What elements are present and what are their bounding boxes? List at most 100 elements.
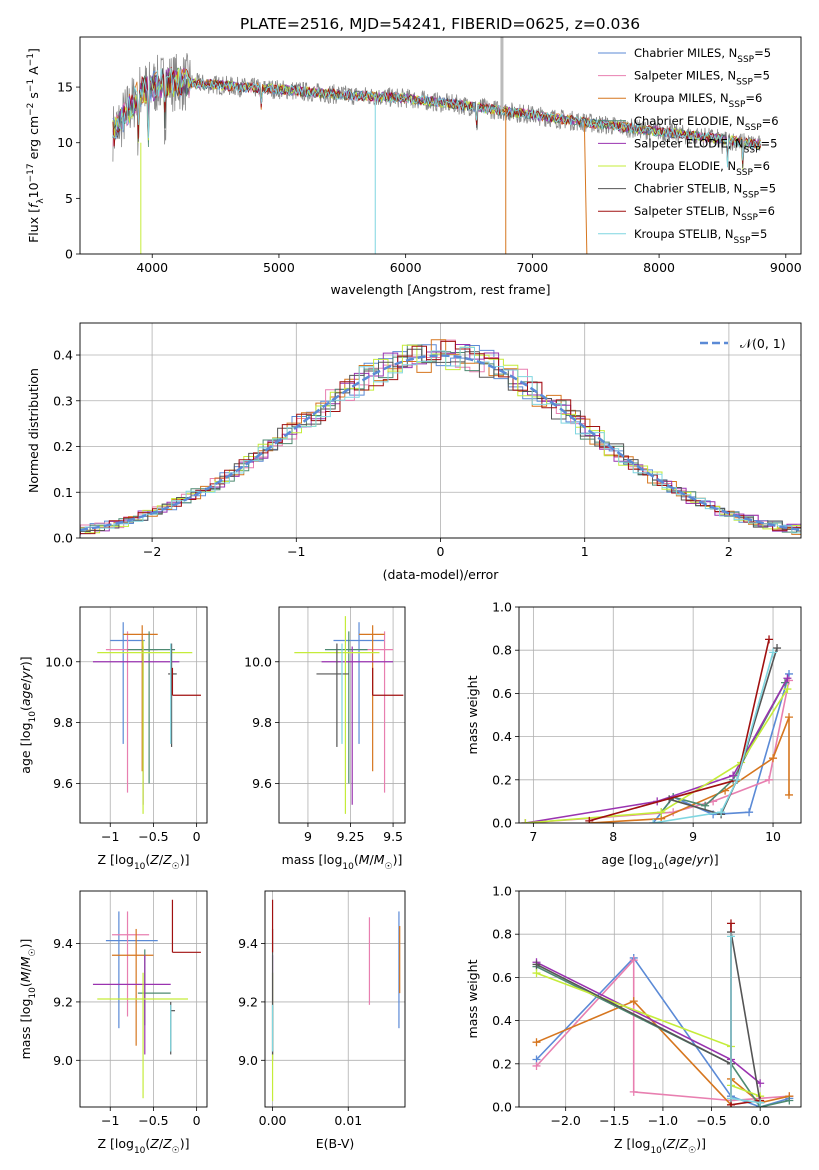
chart-mass_vs_Z: −1 −0.5 0 9.0 9.2 9.4 Z [log10(Z/Z☉)] mass [log… (18, 890, 208, 1156)
weight-marker (785, 713, 794, 722)
plot-area (92, 899, 201, 1099)
y-tick-label: 9.6 (252, 776, 272, 791)
y-axis-label: mass [log10(M/M☉)] (18, 939, 38, 1060)
axes-decorations: 7 8 9 10 0.0 0.2 0.4 0.6 0.8 1.0 age [log10(age/yr… (465, 600, 802, 872)
y-tick-label: 0.0 (53, 531, 73, 546)
normal-curve (80, 354, 801, 532)
y-tick-label: 0.4 (53, 348, 73, 363)
y-tick-label: 0.2 (492, 772, 512, 787)
x-tick-label: 2 (725, 544, 733, 559)
y-tick-label: 0.8 (492, 927, 512, 942)
legend-entry: Chabrier STELIB, NSSP=5 (634, 182, 776, 201)
weight-marker (629, 1087, 638, 1096)
y-tick-label: 9.4 (238, 936, 258, 951)
x-tick-label: −2 (143, 544, 161, 559)
weight-marker (701, 801, 710, 810)
axes-decorations: −2 −1 0 1 2 0.0 0.1 0.2 0.3 0.4 (data-model)/error… (26, 322, 802, 582)
x-axis-label: Z [log10(Z/Z☉)] (97, 852, 189, 872)
x-tick-label: −2.0 (550, 1113, 580, 1128)
y-tick-label: 9.0 (53, 1053, 73, 1068)
y-tick-label: 0.0 (492, 1100, 512, 1115)
plot-area (112, 37, 761, 254)
x-tick-label: 9000 (770, 260, 802, 275)
axes-frame (79, 322, 802, 539)
weight-marker (521, 819, 530, 823)
y-axis-label: mass weight (465, 675, 480, 754)
weight-marker (756, 1098, 765, 1107)
x-tick-label: −0.5 (696, 1113, 726, 1128)
chart-mass_weight_vs_Z: −2.0 −1.5 −1.0 −0.5 0.0 0.0 0.2 0.4 0.6 0.8 1.0 Z [… (465, 884, 802, 1156)
histogram-chabrier_stelib (80, 348, 801, 532)
plot-area (521, 635, 794, 823)
weight-marker (532, 960, 541, 969)
y-tick-label: 0.2 (492, 1056, 512, 1071)
y-tick-label: 10.0 (45, 654, 73, 669)
plot-area (92, 622, 201, 814)
y-tick-label: 10 (57, 135, 73, 150)
model-line-kroupa_stelib (112, 67, 761, 168)
weight-marker (769, 754, 778, 763)
weight-marker (649, 819, 658, 823)
y-tick-label: 0 (65, 247, 73, 262)
weight-marker (783, 674, 792, 683)
legend-entry: Kroupa STELIB, NSSP=5 (634, 227, 767, 246)
weight-marker (745, 808, 754, 817)
x-axis-label: mass [log10(M/M☉)] (282, 852, 403, 872)
y-axis-label: age [log10(age/yr)] (18, 656, 38, 773)
x-axis-label: (data-model)/error (383, 567, 500, 582)
legend-entry: Kroupa ELODIE, NSSP=6 (634, 159, 770, 178)
x-tick-label: 4000 (136, 260, 168, 275)
chart-age_vs_Z: −1 −0.5 0 9.6 9.8 10.0 Z [log10(Z/Z☉)] age [log… (18, 606, 208, 872)
weight-marker (733, 775, 742, 784)
y-tick-label: 1.0 (492, 884, 512, 899)
y-tick-label: 0.4 (492, 729, 512, 744)
x-tick-label: −0.5 (138, 829, 168, 844)
weight-marker (532, 1061, 541, 1070)
histogram-salpeter_stelib (80, 340, 801, 535)
x-tick-label: 8 (609, 829, 617, 844)
y-tick-label: 9.4 (53, 936, 73, 951)
weight-marker (585, 816, 594, 823)
x-tick-label: 0 (193, 1113, 201, 1128)
y-tick-label: 9.8 (53, 715, 73, 730)
x-tick-label: 7 (529, 829, 537, 844)
weight-line-kroupa_miles (589, 716, 790, 823)
weight-marker (657, 808, 666, 817)
x-tick-label: 9 (689, 829, 697, 844)
x-axis-label: Z [log10(Z/Z☉)] (97, 1136, 189, 1156)
axes-decorations: −1 −0.5 0 9.0 9.2 9.4 Z [log10(Z/Z☉)] mass [log… (18, 890, 208, 1156)
legend-entry: Chabrier MILES, NSSP=5 (634, 46, 771, 65)
x-axis-label: age [log10(age/yr)] (601, 852, 718, 872)
x-tick-label: 0.0 (750, 1113, 770, 1128)
y-tick-label: 0.8 (492, 643, 512, 658)
axes-decorations: 0.00 0.01 9.0 9.2 9.4 E(B-V) (238, 890, 406, 1151)
axes-decorations: −2.0 −1.5 −1.0 −0.5 0.0 0.0 0.2 0.4 0.6 0.8 1.0 Z [… (465, 884, 802, 1156)
y-axis-label: Normed distribution (26, 368, 41, 493)
weight-marker (532, 969, 541, 978)
legend-entry: 𝒩(0, 1) (740, 336, 786, 351)
axes-frame (518, 606, 802, 824)
x-tick-label: −1 (287, 544, 305, 559)
y-tick-label: 9.2 (238, 994, 258, 1009)
x-tick-label: −1.5 (599, 1113, 629, 1128)
histogram-kroupa_stelib (80, 346, 801, 534)
weight-marker (729, 771, 738, 780)
y-tick-label: 9.8 (252, 715, 272, 730)
weight-marker (629, 997, 638, 1006)
x-tick-label: 6000 (390, 260, 422, 275)
y-tick-label: 9.2 (53, 994, 73, 1009)
x-axis-label: Z [log10(Z/Z☉)] (614, 1136, 706, 1156)
weight-marker (532, 1038, 541, 1047)
x-tick-label: 0.00 (259, 1113, 287, 1128)
legend-entry: Chabrier ELODIE, NSSP=6 (634, 114, 779, 133)
y-tick-label: 0.3 (53, 393, 73, 408)
x-tick-label: 0.01 (334, 1113, 362, 1128)
weight-line-kroupa_elodie (536, 972, 761, 1097)
chart-residuals: −2 −1 0 1 2 0.0 0.1 0.2 0.3 0.4 (data-model)/error… (26, 322, 802, 582)
y-tick-label: 1.0 (492, 600, 512, 615)
x-tick-label: −0.5 (138, 1113, 168, 1128)
y-tick-label: 0.6 (492, 686, 512, 701)
edge-drop (583, 120, 588, 254)
axes-decorations: 9 9.25 9.5 9.6 9.8 10.0 mass [log10(M/M☉)] (244, 606, 406, 872)
